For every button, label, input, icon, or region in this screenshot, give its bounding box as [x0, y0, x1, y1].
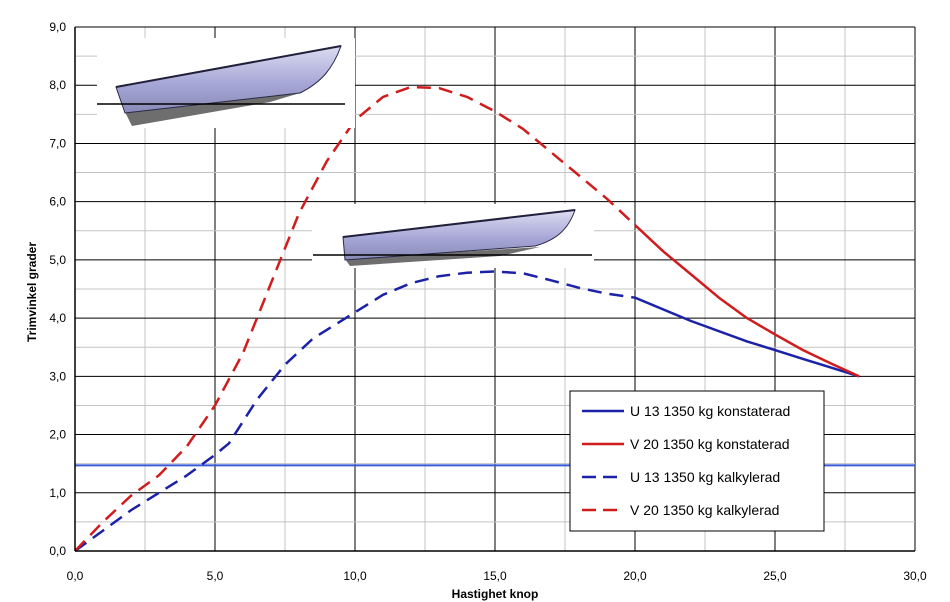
legend-items: U 13 1350 kg konstaterad V 20 1350 kg kon… — [582, 403, 790, 518]
y-tick-label: 0,0 — [49, 544, 66, 558]
y-tick-label: 1,0 — [49, 486, 66, 500]
x-tick-label: 30,0 — [903, 569, 927, 583]
legend-label-3: U 13 1350 kg kalkylerad — [630, 469, 780, 485]
legend-label-1: U 13 1350 kg konstaterad — [630, 403, 790, 419]
y-tick-label: 6,0 — [49, 195, 66, 209]
tick-labels: 0,0 5,0 10,0 15,0 20,0 25,0 30,0 0,0 1,0 2,0 3,0 4,… — [49, 20, 927, 583]
boat-middle-shadow — [345, 247, 540, 266]
series-line-4 — [74, 85, 636, 552]
y-tick-label: 4,0 — [49, 311, 66, 325]
y-tick-label: 9,0 — [49, 20, 66, 34]
x-tick-label: 10,0 — [343, 569, 367, 583]
legend: U 13 1350 kg konstaterad V 20 1350 kg kon… — [569, 390, 825, 532]
legend-label-4: V 20 1350 kg kalkylerad — [630, 502, 779, 518]
legend-box — [569, 390, 825, 532]
legend-label-2: V 20 1350 kg konstaterad — [630, 436, 790, 452]
y-tick-label: 3,0 — [49, 369, 66, 383]
boat-middle-hull — [342, 209, 576, 261]
boat-top-deck — [115, 45, 342, 88]
x-tick-label: 15,0 — [483, 569, 507, 583]
x-tick-label: 0,0 — [67, 569, 84, 583]
x-tick-label: 5,0 — [207, 569, 224, 583]
series-line-2 — [634, 224, 860, 378]
boat-middle-deck — [342, 209, 576, 238]
y-tick-label: 8,0 — [49, 78, 66, 92]
boat-illustration-middle — [312, 204, 594, 268]
y-tick-label: 7,0 — [49, 136, 66, 150]
y-tick-label: 2,0 — [49, 428, 66, 442]
y-axis-title: Trimvinkel grader — [25, 242, 39, 342]
y-tick-label: 5,0 — [49, 253, 66, 267]
series-line-3 — [74, 270, 636, 553]
x-tick-label: 25,0 — [763, 569, 787, 583]
boat-top-hull — [115, 45, 342, 114]
x-axis-title: Hastighet knop — [452, 587, 539, 601]
axes — [74, 27, 915, 552]
series-group — [74, 85, 860, 553]
series-line-1 — [634, 296, 860, 378]
x-tick-label: 20,0 — [623, 569, 647, 583]
boat-top-shadow — [125, 93, 300, 126]
boat-illustration-top — [97, 38, 355, 128]
